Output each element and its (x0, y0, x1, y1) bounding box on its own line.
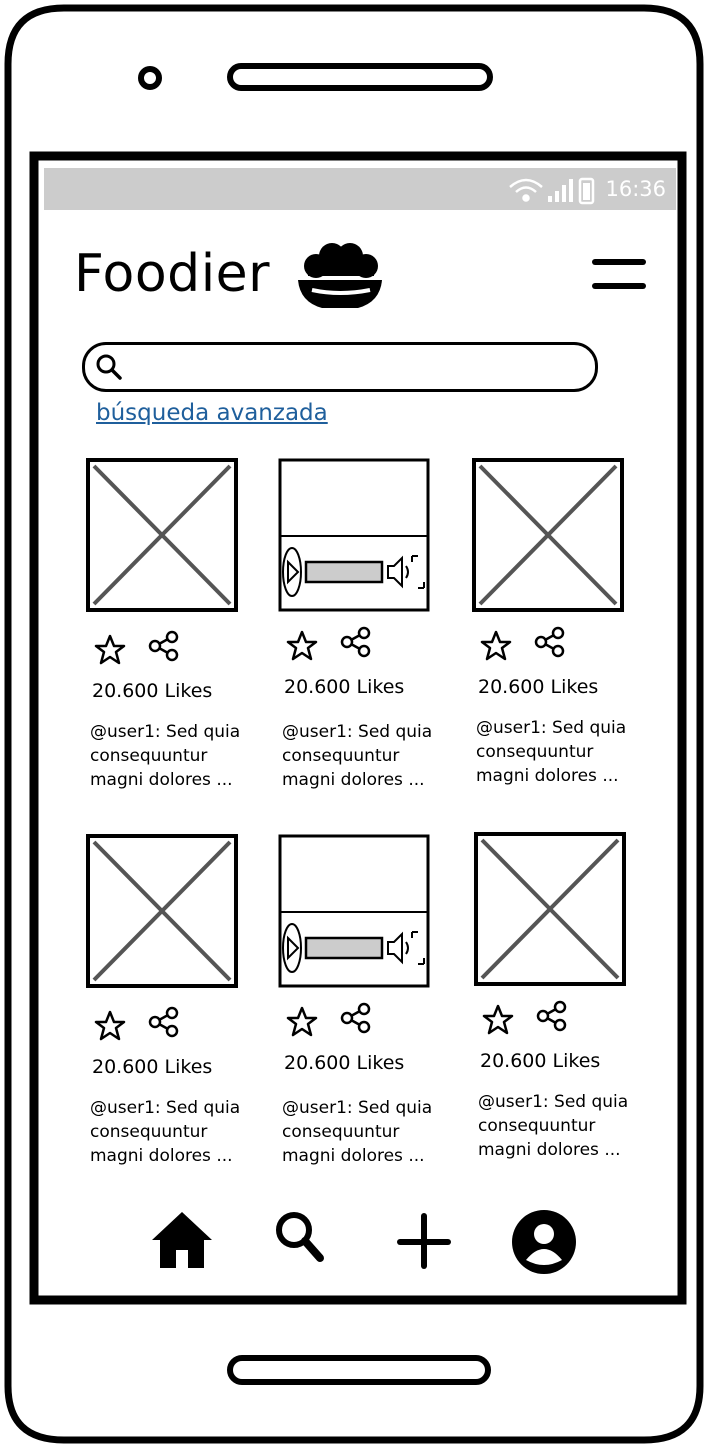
phone-frame: 16:36 Foodier búsqueda avanzada (4, 4, 704, 1444)
hamburger-menu-icon[interactable] (592, 254, 646, 294)
post-actions (94, 630, 214, 668)
image-placeholder[interactable] (474, 832, 626, 986)
search-input[interactable] (131, 351, 575, 383)
post-actions (94, 1006, 214, 1044)
play-icon (282, 923, 302, 973)
video-player[interactable] (278, 834, 430, 988)
likes-count: 20.600 Likes (284, 676, 405, 698)
likes-count: 20.600 Likes (284, 1052, 405, 1074)
profile-icon[interactable] (510, 1208, 578, 1276)
volume-icon (387, 555, 409, 589)
star-icon[interactable] (480, 630, 512, 662)
post-caption: @user1: Sed quia consequuntur magni dolo… (282, 1098, 433, 1166)
share-icon[interactable] (340, 1002, 372, 1034)
search-icon (96, 354, 122, 380)
share-icon[interactable] (534, 626, 566, 658)
post-actions (286, 1002, 406, 1040)
post-caption: @user1: Sed quia consequuntur magni dolo… (90, 722, 241, 790)
bowl-icon (298, 243, 382, 308)
post-caption: @user1: Sed quia consequuntur magni dolo… (478, 1092, 629, 1160)
post-actions (482, 1000, 602, 1038)
image-placeholder[interactable] (472, 458, 624, 612)
video-player[interactable] (278, 458, 430, 612)
volume-icon (387, 931, 409, 965)
add-icon[interactable] (396, 1208, 452, 1272)
phone-outline (4, 4, 704, 1444)
status-bar: 16:36 (44, 168, 676, 210)
share-icon[interactable] (536, 1000, 568, 1032)
battery-icon (578, 177, 595, 205)
status-icons (509, 177, 595, 205)
post-actions (286, 626, 406, 664)
post-caption: @user1: Sed quia consequuntur magni dolo… (90, 1098, 241, 1166)
fullscreen-icon (411, 555, 425, 589)
likes-count: 20.600 Likes (478, 676, 599, 698)
share-icon[interactable] (148, 1006, 180, 1038)
share-icon[interactable] (148, 630, 180, 662)
star-icon[interactable] (286, 630, 318, 662)
app-title: Foodier (74, 244, 271, 304)
post-caption: @user1: Sed quia consequuntur magni dolo… (282, 722, 433, 790)
app-screen: 16:36 Foodier búsqueda avanzada (44, 168, 676, 1294)
star-icon[interactable] (94, 1010, 126, 1042)
home-icon[interactable] (148, 1208, 216, 1272)
image-placeholder[interactable] (86, 834, 238, 988)
star-icon[interactable] (94, 634, 126, 666)
star-icon[interactable] (482, 1004, 514, 1036)
video-progress-bar (304, 936, 384, 960)
fullscreen-icon (411, 931, 425, 965)
likes-count: 20.600 Likes (92, 1056, 213, 1078)
wifi-icon (509, 178, 543, 202)
signal-icon (548, 179, 573, 202)
status-time: 16:36 (605, 177, 666, 201)
share-icon[interactable] (340, 626, 372, 658)
bottom-nav (44, 1208, 676, 1278)
post-caption: @user1: Sed quia consequuntur magni dolo… (476, 718, 627, 786)
post-actions (480, 626, 600, 664)
search-icon[interactable] (272, 1208, 328, 1268)
advanced-search-link[interactable]: búsqueda avanzada (96, 400, 328, 426)
search-bar (82, 342, 598, 392)
star-icon[interactable] (286, 1006, 318, 1038)
image-placeholder[interactable] (86, 458, 238, 612)
likes-count: 20.600 Likes (480, 1050, 601, 1072)
play-icon (282, 547, 302, 597)
likes-count: 20.600 Likes (92, 680, 213, 702)
video-progress-bar (304, 560, 384, 584)
